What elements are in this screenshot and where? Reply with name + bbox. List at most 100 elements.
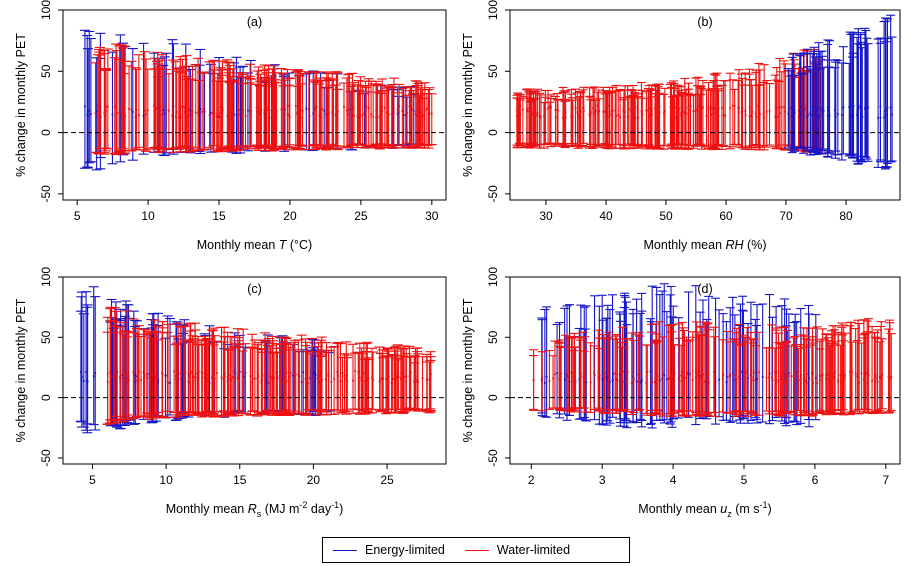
error-bar xyxy=(79,29,90,169)
error-bar xyxy=(771,327,781,416)
error-bar xyxy=(589,345,599,410)
error-bar xyxy=(192,342,203,415)
error-bar xyxy=(201,340,212,413)
error-bar xyxy=(873,38,883,168)
error-bar xyxy=(412,85,423,146)
error-bar xyxy=(713,88,723,146)
y-axis-label-d: % change in monthly PET xyxy=(461,298,475,442)
error-bar xyxy=(581,305,591,422)
error-bar xyxy=(419,97,430,149)
y-tick-label: 50 xyxy=(486,330,500,344)
error-bar xyxy=(881,41,891,169)
x-tick-label: 5 xyxy=(741,473,748,487)
x-axis-label-b: Monthly mean RH (%) xyxy=(644,238,767,252)
error-bar xyxy=(199,71,210,151)
error-bar xyxy=(790,335,800,416)
error-bar xyxy=(627,90,637,145)
error-bar xyxy=(589,86,599,148)
y-tick-label: 100 xyxy=(486,267,500,287)
error-bar xyxy=(553,98,563,146)
error-bar xyxy=(362,341,373,412)
error-bar xyxy=(278,340,289,413)
y-tick-label: 100 xyxy=(486,0,500,20)
error-bar xyxy=(703,329,713,414)
error-bar xyxy=(296,334,307,415)
error-bar xyxy=(292,70,303,149)
error-bar xyxy=(266,86,277,152)
error-bar xyxy=(752,304,762,424)
error-bar xyxy=(313,351,324,416)
error-bar xyxy=(353,80,364,145)
error-bar xyxy=(637,292,647,428)
error-bar xyxy=(659,283,669,424)
error-bar xyxy=(799,52,809,150)
error-bar xyxy=(746,79,756,151)
y-tick-label: 100 xyxy=(39,267,53,287)
legend: Energy-limited Water-limited xyxy=(322,537,630,563)
y-tick-label: 50 xyxy=(39,330,53,344)
error-bar xyxy=(774,342,784,415)
error-bar xyxy=(314,83,325,146)
error-bar xyxy=(185,69,196,154)
error-bar xyxy=(633,97,643,149)
error-bar xyxy=(144,331,155,420)
error-bar xyxy=(646,318,656,425)
series-a-water-limited xyxy=(90,43,437,156)
error-bar xyxy=(141,58,152,152)
x-tick-label: 10 xyxy=(141,209,155,223)
error-bar xyxy=(861,29,871,158)
error-bar xyxy=(361,86,372,147)
legend-item-water-limited: Water-limited xyxy=(464,543,571,557)
error-bar xyxy=(786,345,796,412)
error-bar xyxy=(256,77,267,148)
error-bar xyxy=(152,76,163,148)
error-bar xyxy=(654,83,664,147)
error-bar xyxy=(745,79,755,147)
error-bar xyxy=(388,77,399,149)
error-bar xyxy=(422,356,433,412)
error-bar xyxy=(109,307,120,424)
legend-label-water-limited: Water-limited xyxy=(496,543,571,557)
error-bar xyxy=(537,351,547,412)
error-bar xyxy=(710,336,720,417)
error-bar xyxy=(787,56,797,154)
error-bar xyxy=(831,59,841,152)
y-axis-label-c: % change in monthly PET xyxy=(14,298,28,442)
error-bar xyxy=(635,312,645,420)
error-bar xyxy=(678,327,688,416)
error-bar xyxy=(81,291,92,431)
x-tick-label: 25 xyxy=(354,209,368,223)
error-bar xyxy=(198,72,209,150)
error-bar xyxy=(753,84,763,149)
error-bar xyxy=(118,333,129,422)
error-bar xyxy=(290,349,301,412)
error-bar xyxy=(347,72,358,149)
error-bar xyxy=(652,340,662,411)
error-bar xyxy=(749,338,759,414)
error-bar xyxy=(84,30,95,164)
error-bar xyxy=(655,294,665,422)
error-bar xyxy=(94,46,105,149)
plot-area-b xyxy=(510,14,900,170)
error-bar xyxy=(575,90,585,148)
error-bar xyxy=(666,86,676,149)
error-bar xyxy=(692,321,702,416)
error-bar xyxy=(540,89,550,145)
error-bar xyxy=(279,336,290,416)
x-tick-label: 20 xyxy=(307,473,321,487)
error-bar xyxy=(846,321,856,413)
error-bar xyxy=(610,90,620,150)
y-tick-label: 50 xyxy=(486,64,500,78)
error-bar xyxy=(197,71,208,151)
error-bar xyxy=(355,76,366,146)
error-bar xyxy=(375,352,386,413)
error-bar xyxy=(179,65,190,148)
error-bar xyxy=(82,304,93,425)
error-bar xyxy=(150,325,161,419)
error-bar xyxy=(875,37,885,161)
error-bar xyxy=(115,326,126,423)
y-tick-label: -50 xyxy=(39,185,53,203)
error-bar xyxy=(667,331,677,417)
error-bar xyxy=(245,347,256,416)
error-bar xyxy=(173,68,184,150)
